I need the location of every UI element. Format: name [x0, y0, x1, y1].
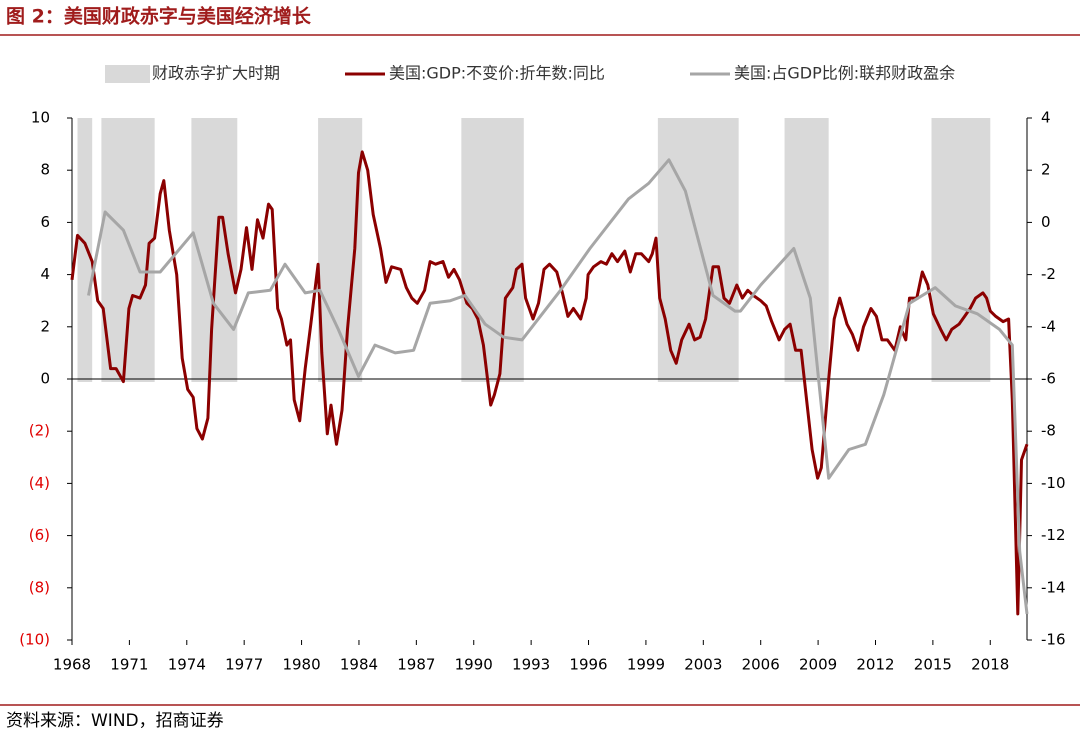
- y2-tick-label: -8: [1041, 422, 1056, 440]
- legend-label: 财政赤字扩大时期: [152, 64, 280, 83]
- x-tick-label: 1984: [340, 656, 378, 674]
- y2-tick-label: -16: [1041, 631, 1066, 649]
- x-tick-label: 1990: [455, 656, 493, 674]
- y-tick-label: 2: [40, 317, 50, 335]
- source: 资料来源：WIND，招商证券: [6, 711, 224, 731]
- x-tick-label: 2003: [684, 656, 722, 674]
- chart-title: 图 2：美国财政赤字与美国经济增长: [6, 5, 312, 28]
- y-tick-label: (2): [29, 422, 50, 440]
- y2-tick-label: 0: [1041, 213, 1051, 231]
- x-tick-label: 2018: [971, 656, 1009, 674]
- y-tick-label: 10: [31, 109, 50, 127]
- y2-tick-label: 4: [1041, 109, 1051, 127]
- x-tick-label: 1996: [569, 656, 607, 674]
- deficit-band: [931, 118, 991, 382]
- x-tick-label: 2006: [742, 656, 780, 674]
- y2-tick-label: -14: [1041, 578, 1066, 596]
- x-tick-label: 1993: [512, 656, 550, 674]
- y2-tick-label: -4: [1041, 317, 1056, 335]
- x-tick-label: 1971: [110, 656, 148, 674]
- y2-tick-label: -10: [1041, 474, 1066, 492]
- x-tick-label: 1977: [225, 656, 263, 674]
- x-tick-label: 1968: [53, 656, 91, 674]
- y-tick-label: 6: [40, 213, 50, 231]
- series-line: [70, 150, 1029, 616]
- deficit-band: [77, 118, 93, 382]
- legend-label: 美国:GDP:不变价:折年数:同比: [389, 64, 605, 83]
- y-tick-label: 4: [40, 265, 50, 283]
- y-tick-label: 8: [40, 161, 50, 179]
- series-line: [87, 158, 1029, 615]
- y-tick-label: (4): [29, 474, 50, 492]
- x-tick-label: 1987: [397, 656, 435, 674]
- x-tick-label: 1974: [168, 656, 206, 674]
- y2-tick-label: -6: [1041, 370, 1056, 388]
- deficit-band: [461, 118, 524, 382]
- y2-tick-label: -12: [1041, 526, 1066, 544]
- y2-tick-label: -2: [1041, 265, 1056, 283]
- legend-label: 美国:占GDP比例:联邦财政盈余: [734, 64, 955, 83]
- legend-swatch: [105, 65, 150, 83]
- y-tick-label: (10): [19, 631, 50, 649]
- y2-tick-label: 2: [1041, 161, 1051, 179]
- y-tick-label: (6): [29, 526, 50, 544]
- y-tick-label: (8): [29, 578, 50, 596]
- x-tick-label: 1999: [627, 656, 665, 674]
- x-tick-label: 2009: [799, 656, 837, 674]
- x-tick-label: 2015: [914, 656, 952, 674]
- x-tick-label: 2012: [856, 656, 894, 674]
- deficit-band: [101, 118, 155, 382]
- y-tick-label: 0: [40, 370, 50, 388]
- x-tick-label: 1980: [282, 656, 320, 674]
